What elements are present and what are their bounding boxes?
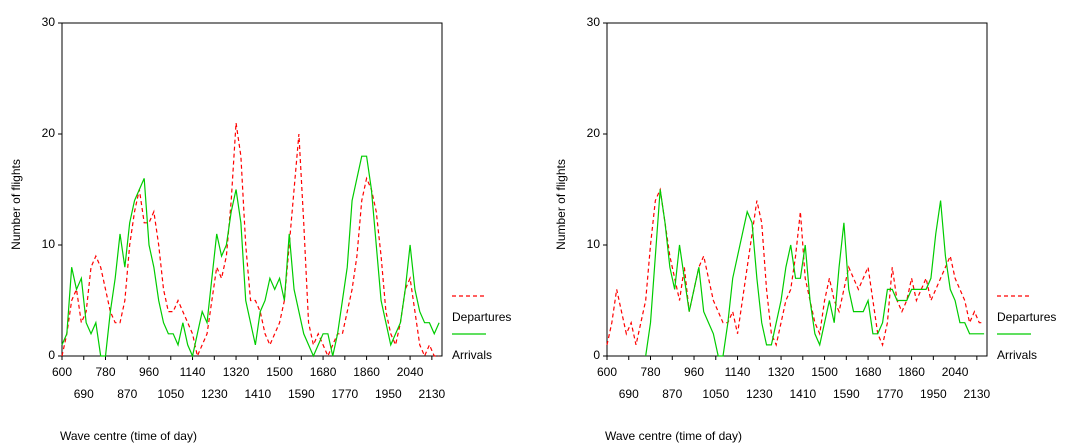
x-tick-label: 1500	[811, 365, 838, 379]
legend-label: Arrivals	[452, 348, 492, 362]
y-axis-title: Number of flights	[9, 159, 23, 250]
x-tick-label: 1860	[353, 365, 380, 379]
x-tick-label: 1320	[768, 365, 795, 379]
x-tick-label: 1050	[157, 387, 184, 401]
x-tick-label: 1410	[244, 387, 271, 401]
x-tick-label: 1230	[746, 387, 773, 401]
series-line	[61, 122, 440, 358]
legend-label: Departures	[452, 310, 511, 324]
x-tick-label: 960	[139, 365, 159, 379]
x-tick-label: 1140	[725, 365, 751, 379]
x-tick-label: 600	[52, 365, 72, 379]
x-tick-label: 2040	[942, 365, 969, 379]
x-tick-label: 1410	[789, 387, 816, 401]
x-tick-label: 1950	[920, 387, 947, 401]
x-tick-label: 1860	[898, 365, 925, 379]
x-tick-label: 1140	[180, 365, 206, 379]
x-axis-title: Wave centre (time of day)	[60, 429, 197, 443]
x-tick-label: 1230	[201, 387, 228, 401]
x-tick-label: 1500	[266, 365, 293, 379]
x-tick-label: 1770	[331, 387, 358, 401]
plot-frame	[61, 22, 443, 357]
x-tick-label: 1590	[288, 387, 315, 401]
y-tick-label: 0	[593, 348, 600, 362]
y-axis-title: Number of flights	[554, 159, 568, 250]
x-tick-label: 1770	[876, 387, 903, 401]
legend: Departures Arrivals	[997, 295, 1056, 362]
x-tick-label: 1320	[223, 365, 250, 379]
series-line	[645, 189, 985, 357]
x-tick-label: 2130	[963, 387, 990, 401]
series-line	[61, 155, 440, 358]
x-axis-title: Wave centre (time of day)	[605, 429, 742, 443]
x-tick-label: 1950	[375, 387, 402, 401]
y-tick-label: 10	[587, 237, 601, 251]
x-tick-label: 870	[662, 387, 682, 401]
x-tick-label: 780	[95, 365, 115, 379]
x-tick-label: 2040	[397, 365, 424, 379]
x-tick-label: 690	[619, 387, 639, 401]
legend-label: Departures	[997, 310, 1056, 324]
x-tick-label: 1680	[855, 365, 882, 379]
x-tick-label: 870	[117, 387, 137, 401]
x-tick-label: 600	[597, 365, 617, 379]
x-tick-label: 2130	[418, 387, 445, 401]
x-tick-label: 1590	[833, 387, 860, 401]
legend-label: Arrivals	[997, 348, 1037, 362]
y-tick-label: 0	[48, 348, 55, 362]
plot-frame	[606, 22, 988, 357]
x-tick-label: 780	[640, 365, 660, 379]
x-tick-label: 1680	[310, 365, 337, 379]
x-tick-label: 1050	[702, 387, 729, 401]
y-tick-label: 10	[42, 237, 56, 251]
series-line	[606, 187, 985, 347]
legend: Departures Arrivals	[452, 295, 511, 362]
y-tick-label: 20	[42, 126, 56, 140]
y-tick-label: 20	[587, 126, 601, 140]
y-tick-label: 30	[587, 15, 601, 29]
y-tick-label: 30	[42, 15, 56, 29]
x-tick-label: 960	[684, 365, 704, 379]
x-tick-label: 690	[74, 387, 94, 401]
